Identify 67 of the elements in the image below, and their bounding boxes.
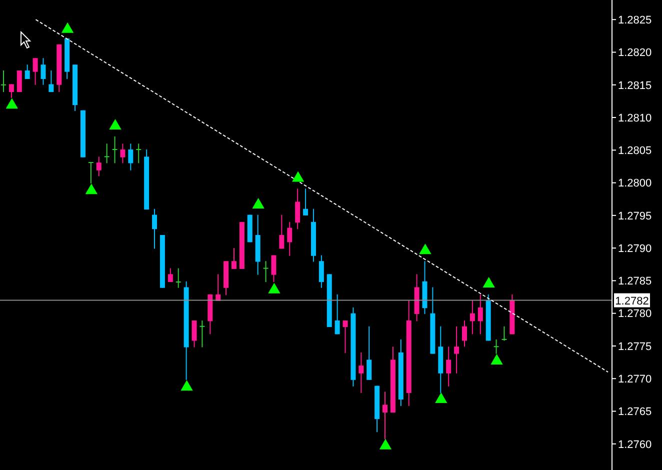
candlestick: [295, 188, 300, 230]
candlestick: [501, 326, 508, 342]
candlestick: [168, 268, 173, 282]
candlestick: [454, 326, 460, 374]
candlestick: [32, 58, 38, 86]
candlestick: [112, 136, 118, 164]
candlestick: [199, 320, 206, 348]
y-tick-label: 1.2765: [618, 406, 652, 418]
y-tick-label: 1.2815: [618, 80, 652, 92]
candlestick: [342, 320, 348, 354]
candlestick: [104, 143, 110, 164]
y-tick-label: 1.2780: [618, 308, 652, 320]
point: [482, 276, 495, 288]
y-tick-label: 1.2825: [618, 14, 652, 26]
candlestick: [287, 221, 292, 256]
candlestick: [382, 391, 388, 440]
y-tick-label: 1.2800: [618, 178, 652, 190]
candlestick: [88, 162, 94, 184]
point: [109, 118, 122, 130]
point: [85, 184, 98, 194]
candlestick: [462, 320, 467, 348]
candlestick: [152, 208, 158, 250]
y-tick-label: 1.2785: [618, 276, 652, 288]
candlestick: [303, 188, 308, 216]
candlestick: [96, 156, 102, 177]
point: [268, 282, 280, 294]
y-tick-label: 1.2790: [618, 242, 652, 255]
candlestick: [128, 143, 134, 171]
point: [435, 392, 448, 404]
candlestick: [470, 300, 475, 335]
candlestick: [8, 84, 14, 98]
candlestick: [231, 248, 236, 270]
candlestick: [279, 214, 284, 250]
candlestick: [358, 352, 364, 394]
point: [419, 244, 432, 254]
candlestick: [192, 320, 197, 348]
ref-line-label: 1.2782: [615, 295, 649, 308]
candlestick: [262, 260, 269, 282]
candlestick: [24, 64, 30, 80]
candlestick: [48, 70, 54, 93]
candlestick: [136, 143, 142, 164]
candlestick: [318, 254, 324, 288]
y-tick-label: 1.2760: [618, 438, 652, 451]
point: [490, 354, 503, 364]
candlestick: [0, 70, 6, 93]
point: [252, 198, 264, 208]
y-tick-label: 1.2770: [618, 374, 652, 386]
candlestick: [175, 268, 182, 288]
candlestick: [16, 70, 22, 93]
candlestick: [120, 143, 126, 164]
candlestick: [334, 294, 340, 335]
y-tick-label: 1.2820: [618, 47, 652, 60]
candlestick: [271, 254, 276, 282]
y-tick-label: 1.2805: [618, 145, 652, 158]
y-tick-label: 1.2775: [618, 340, 652, 353]
point: [61, 22, 74, 33]
candlestick: [493, 338, 500, 354]
point: [180, 380, 193, 391]
candlestick: [446, 346, 452, 387]
y-tick-label: 1.2810: [618, 112, 652, 124]
point: [379, 438, 392, 450]
point: [6, 98, 18, 109]
point: [292, 171, 304, 182]
candlestick: [366, 326, 372, 380]
candlestick: [40, 58, 46, 86]
y-tick-label: 1.2795: [618, 210, 652, 222]
candlestick: [478, 294, 483, 335]
